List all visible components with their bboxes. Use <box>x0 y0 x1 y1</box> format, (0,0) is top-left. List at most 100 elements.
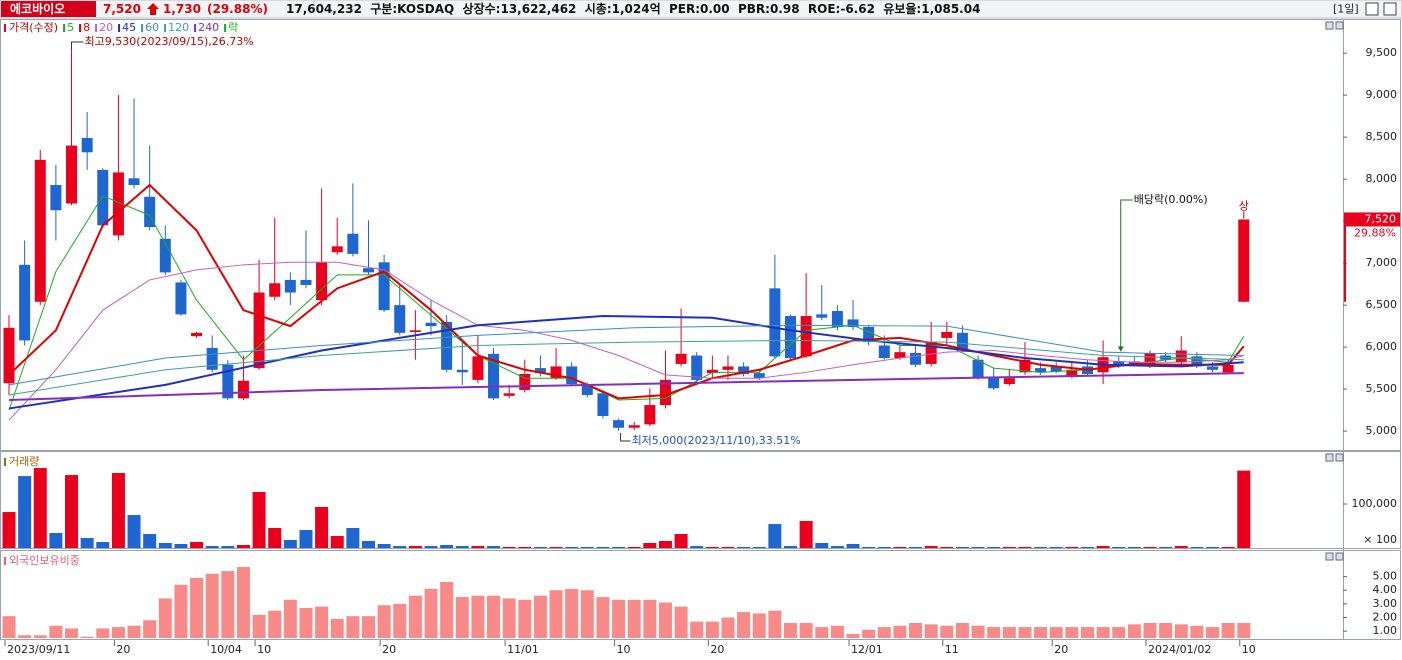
annotation-arrow <box>71 41 84 51</box>
candle-body <box>503 393 515 396</box>
bar <box>1065 546 1079 548</box>
bar <box>299 530 313 548</box>
candle-body <box>1222 364 1234 373</box>
bar <box>893 546 907 548</box>
bar <box>80 636 94 638</box>
bar <box>518 599 532 638</box>
candle-body <box>988 376 1000 389</box>
candle-body <box>941 332 953 338</box>
bar <box>65 475 79 548</box>
candle-body <box>19 264 31 341</box>
bar <box>440 582 454 638</box>
high-annotation: 최고9,530(2023/09/15),26.73% <box>85 35 254 48</box>
candle-body <box>1175 350 1187 363</box>
panel-button[interactable] <box>1325 21 1334 30</box>
bar <box>877 546 891 548</box>
moving-average <box>8 261 1244 421</box>
candle-body <box>925 342 937 364</box>
y-tick-label: 1.00 <box>1373 624 1398 637</box>
candle-body <box>534 368 546 374</box>
bar <box>408 546 422 548</box>
bar <box>471 595 485 638</box>
bar <box>1112 546 1126 548</box>
legend-swatch <box>194 24 197 32</box>
bar <box>299 607 313 638</box>
close-button[interactable] <box>1383 2 1397 16</box>
candle-body <box>597 393 609 416</box>
candle-body <box>253 292 265 369</box>
chart-title: 가격(수정) <box>9 21 58 34</box>
bar <box>221 571 235 638</box>
bar <box>612 599 626 638</box>
bar <box>190 542 204 548</box>
x-tick-label: 2024/01/02 <box>1148 643 1211 656</box>
bar <box>158 542 172 548</box>
bar <box>1143 622 1157 638</box>
bar <box>909 622 923 638</box>
panel-button[interactable] <box>1325 453 1334 462</box>
candle-body <box>972 359 984 379</box>
y-tick-label: 9,500 <box>1366 46 1398 59</box>
bar <box>440 545 454 548</box>
bar <box>236 567 250 638</box>
bar <box>924 624 938 638</box>
bar <box>721 546 735 548</box>
unit-label: × 100 <box>1363 533 1397 546</box>
candle-body <box>394 305 406 333</box>
candle-body <box>550 366 562 379</box>
panel-button[interactable] <box>1325 552 1334 561</box>
bar <box>784 546 797 548</box>
candle-body <box>691 355 703 380</box>
y-tick-label: 6,000 <box>1366 340 1398 353</box>
y-tick-label: 8,500 <box>1366 130 1398 143</box>
period-selector[interactable]: [1일] <box>1333 2 1359 16</box>
candle-body <box>831 311 843 327</box>
name-box[interactable] <box>1 1 96 17</box>
bar <box>2 512 16 548</box>
bar <box>283 539 297 548</box>
price-tag-label: 7,520 <box>1365 212 1397 225</box>
candle-body <box>910 352 922 365</box>
candle-body <box>847 319 859 327</box>
candle-body <box>3 327 15 384</box>
x-tick-label: 11/01 <box>507 643 539 656</box>
candle-body <box>800 316 812 357</box>
bar <box>455 546 469 548</box>
bar <box>768 610 782 638</box>
bar <box>909 546 923 548</box>
annotation-arrow <box>1120 199 1133 352</box>
legend-swatch <box>95 24 98 32</box>
bar <box>268 527 282 548</box>
legend-label: 락 <box>228 21 238 34</box>
panel-button[interactable] <box>1335 21 1344 30</box>
x-tick-label: 12/01 <box>851 643 883 656</box>
bar <box>627 546 641 548</box>
candle-body <box>175 282 187 315</box>
bar <box>283 599 297 638</box>
bar <box>565 588 579 638</box>
minimize-button[interactable] <box>1365 2 1379 16</box>
price-tag-change: 29.88% <box>1354 226 1396 239</box>
x-tick-label: 20 <box>710 643 724 656</box>
bar <box>549 546 563 548</box>
bar <box>2 616 16 638</box>
candle-body <box>222 364 234 399</box>
bar <box>315 507 329 548</box>
panel-button[interactable] <box>1335 453 1344 462</box>
bar <box>174 543 188 548</box>
candle-body <box>300 279 312 285</box>
bar <box>893 625 907 638</box>
bar <box>315 606 329 638</box>
candle-body <box>409 330 421 333</box>
candle-body <box>81 137 93 153</box>
bar <box>940 546 954 548</box>
panel-button[interactable] <box>1335 552 1344 561</box>
bar <box>1190 625 1204 638</box>
moving-average <box>8 315 1244 410</box>
candle-body <box>1003 378 1015 385</box>
legend-swatch <box>224 24 227 32</box>
candle-body <box>863 326 875 343</box>
bar <box>361 541 375 548</box>
y-tick-label: 100,000 <box>1352 497 1398 510</box>
bar <box>33 635 47 638</box>
